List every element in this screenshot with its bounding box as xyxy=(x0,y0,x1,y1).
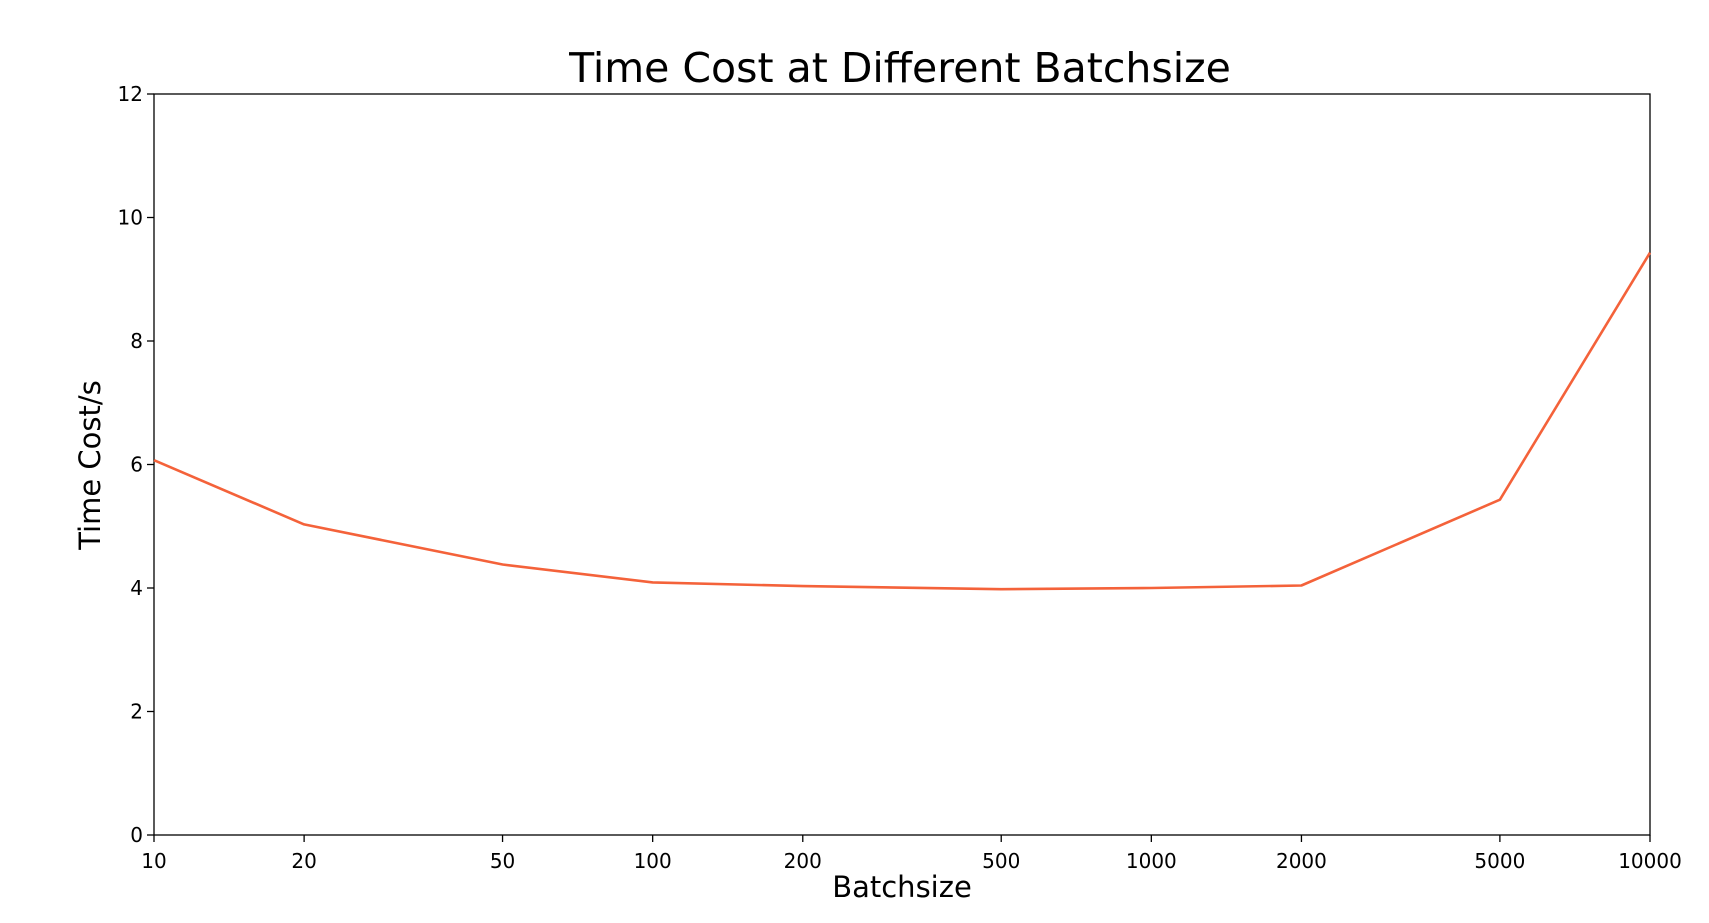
x-axis-label: Batchsize xyxy=(832,870,972,904)
x-tick-label: 5000 xyxy=(1474,849,1525,873)
y-tick-label: 4 xyxy=(130,576,143,600)
x-tick-label: 10000 xyxy=(1618,849,1682,873)
plot-area xyxy=(153,93,1651,836)
plot-frame xyxy=(153,93,1651,836)
series-layer xyxy=(153,252,1652,591)
x-tick-label: 200 xyxy=(784,849,822,873)
x-tick-label: 500 xyxy=(982,849,1020,873)
chart-title: Time Cost at Different Batchsize xyxy=(568,44,1231,92)
y-tick-label: 2 xyxy=(130,700,143,724)
x-tick-label: 2000 xyxy=(1276,849,1327,873)
x-tick-label: 20 xyxy=(291,849,316,873)
y-tick-label: 8 xyxy=(130,329,143,353)
y-tick-label: 0 xyxy=(130,823,143,847)
x-tick-label: 1000 xyxy=(1126,849,1177,873)
y-tick-label: 6 xyxy=(130,453,143,477)
y-axis-label: Time Cost/s xyxy=(73,380,107,551)
x-tick-label: 50 xyxy=(490,849,515,873)
x-axis: 10 20 50 100 200 500 1000 2000 5000 10000 xyxy=(141,835,1682,873)
y-tick-label: 12 xyxy=(118,82,143,106)
x-tick-label: 100 xyxy=(634,849,672,873)
y-tick-label: 10 xyxy=(118,206,143,230)
y-axis: 0 2 4 6 8 10 12 xyxy=(118,82,154,847)
x-tick-label: 10 xyxy=(141,849,166,873)
series-line-0 xyxy=(153,252,1652,591)
